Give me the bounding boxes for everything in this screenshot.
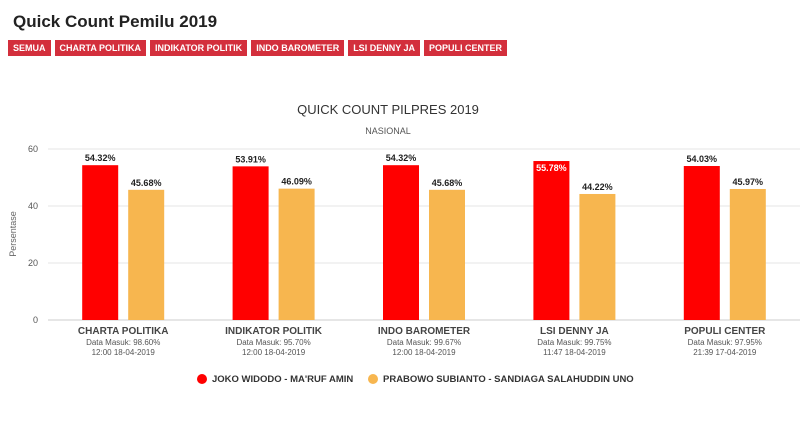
bar[interactable] — [429, 189, 465, 320]
x-category-label: INDO BAROMETER — [378, 326, 471, 337]
bar[interactable] — [683, 166, 720, 320]
y-tick-label: 20 — [28, 258, 38, 268]
y-tick-label: 40 — [28, 201, 38, 211]
bar-value-label: 54.32% — [386, 153, 417, 163]
x-category-label: LSI DENNY JA — [540, 326, 609, 337]
bar[interactable] — [729, 188, 766, 320]
chart-title: QUICK COUNT PILPRES 2019 — [297, 102, 479, 117]
bar[interactable] — [278, 188, 315, 320]
legend-marker[interactable] — [368, 374, 378, 384]
y-tick-label: 0 — [33, 315, 38, 325]
filter-tabs: SEMUA CHARTA POLITIKA INDIKATOR POLITIK … — [8, 40, 508, 56]
tab-indo-barometer[interactable]: INDO BAROMETER — [251, 40, 345, 56]
x-category-meta: Data Masuk: 99.75% — [537, 338, 611, 347]
x-category-meta: 12:00 18-04-2019 — [392, 348, 456, 357]
x-category-meta: 11:47 18-04-2019 — [543, 348, 606, 357]
bar-value-label: 45.68% — [131, 178, 162, 188]
x-category-label: POPULI CENTER — [684, 326, 766, 337]
bar-value-label: 55.78% — [536, 163, 567, 173]
legend: JOKO WIDODO - MA'RUF AMIN PRABOWO SUBIANT… — [197, 374, 634, 385]
x-category-label: INDIKATOR POLITIK — [225, 326, 323, 337]
bar-value-label: 54.03% — [687, 154, 718, 164]
tab-populi-center[interactable]: POPULI CENTER — [424, 40, 508, 56]
x-category-meta: Data Masuk: 98.60% — [86, 338, 160, 347]
y-axis-label: Persentase — [8, 211, 18, 257]
grid-lines — [48, 148, 800, 321]
tab-semua[interactable]: SEMUA — [8, 40, 51, 56]
bar[interactable] — [82, 165, 119, 320]
tab-indikator-politik[interactable]: INDIKATOR POLITIK — [150, 40, 248, 56]
legend-marker[interactable] — [197, 374, 207, 384]
bar-value-label: 53.91% — [235, 154, 266, 164]
bar-value-label: 46.09% — [281, 177, 312, 187]
x-category-meta: Data Masuk: 97.95% — [688, 338, 762, 347]
x-category-label: CHARTA POLITIKA — [78, 326, 169, 337]
bar-value-label: 45.97% — [733, 177, 764, 187]
page-title: Quick Count Pemilu 2019 — [13, 12, 218, 31]
bar[interactable] — [232, 166, 269, 320]
x-category-meta: 21:39 17-04-2019 — [693, 348, 757, 357]
bar[interactable] — [128, 189, 165, 320]
y-tick-label: 60 — [28, 144, 38, 154]
legend-label[interactable]: JOKO WIDODO - MA'RUF AMIN — [212, 374, 353, 385]
legend-label[interactable]: PRABOWO SUBIANTO - SANDIAGA SALAHUDDIN U… — [383, 374, 634, 385]
bar-value-label: 44.22% — [582, 182, 613, 192]
x-category-meta: Data Masuk: 95.70% — [236, 338, 310, 347]
bar[interactable] — [533, 161, 570, 320]
chart-subtitle: NASIONAL — [365, 126, 411, 136]
bar[interactable] — [383, 165, 419, 320]
x-category-meta: 12:00 18-04-2019 — [92, 348, 156, 357]
x-category-meta: Data Masuk: 99.67% — [387, 338, 461, 347]
bar-value-label: 54.32% — [85, 153, 116, 163]
bar-value-label: 45.68% — [432, 178, 463, 188]
tab-charta-politika[interactable]: CHARTA POLITIKA — [54, 40, 147, 56]
bars — [82, 161, 766, 320]
x-category-meta: 12:00 18-04-2019 — [242, 348, 306, 357]
tab-lsi-denny-ja[interactable]: LSI DENNY JA — [348, 40, 421, 56]
bar[interactable] — [579, 193, 616, 320]
